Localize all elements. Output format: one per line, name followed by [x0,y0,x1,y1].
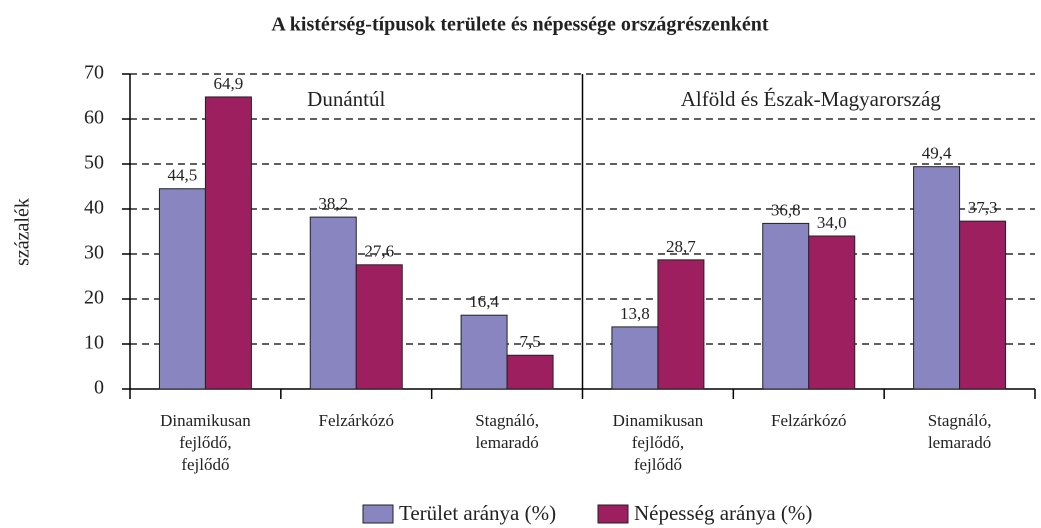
value-label: 49,4 [922,144,952,163]
value-label: 34,0 [817,213,847,232]
bar [309,216,357,390]
bar [611,326,659,390]
bar [959,220,1007,390]
legend-swatch [362,504,394,524]
legend-swatch [597,504,629,524]
x-tick-label: Stagnáló, lemaradó [927,411,992,452]
bar [355,264,403,390]
group-label: Dunántúl [307,87,385,111]
value-label: 37,3 [968,198,998,217]
y-axis-label: százalék [12,198,34,266]
value-label: 16,4 [469,292,499,311]
x-tick-label: Dinamikusan fejlődő, fejlődő [160,411,251,474]
group-label: Alföld és Észak-Magyarország [681,87,942,111]
bar [506,354,554,390]
value-label: 27,6 [364,242,394,261]
value-label: 64,9 [214,74,244,93]
bar [460,314,508,390]
y-tick-label: 30 [84,242,104,264]
x-tick-label: Stagnáló, lemaradó [475,411,539,452]
y-tick-label: 10 [84,332,104,354]
legend-label: Népesség aránya (%) [634,501,812,525]
value-label: 36,8 [771,200,801,219]
bar [657,259,705,390]
bar [762,222,810,390]
legend-label: Terület aránya (%) [399,501,556,525]
value-label: 13,8 [620,304,650,323]
x-tick-label: Dinamikusan fejlődő, fejlődő [612,411,704,474]
y-tick-label: 40 [84,197,104,219]
chart-title: A kistérség-típusok területe és népesség… [271,14,768,36]
value-label: 7,5 [519,332,540,351]
y-tick-label: 20 [84,287,104,309]
bar [808,235,856,390]
y-tick-label: 50 [84,152,104,174]
bar [158,188,206,390]
bar [913,166,961,390]
x-tick-label: Felzárkózó [318,411,395,430]
bar [204,96,252,390]
x-tick-label: Felzárkózó [770,411,847,430]
value-label: 38,2 [318,194,348,213]
y-tick-label: 70 [84,62,104,84]
y-tick-label: 60 [84,107,104,129]
y-tick-label: 0 [94,377,104,399]
value-label: 28,7 [666,237,696,256]
value-label: 44,5 [168,166,198,185]
